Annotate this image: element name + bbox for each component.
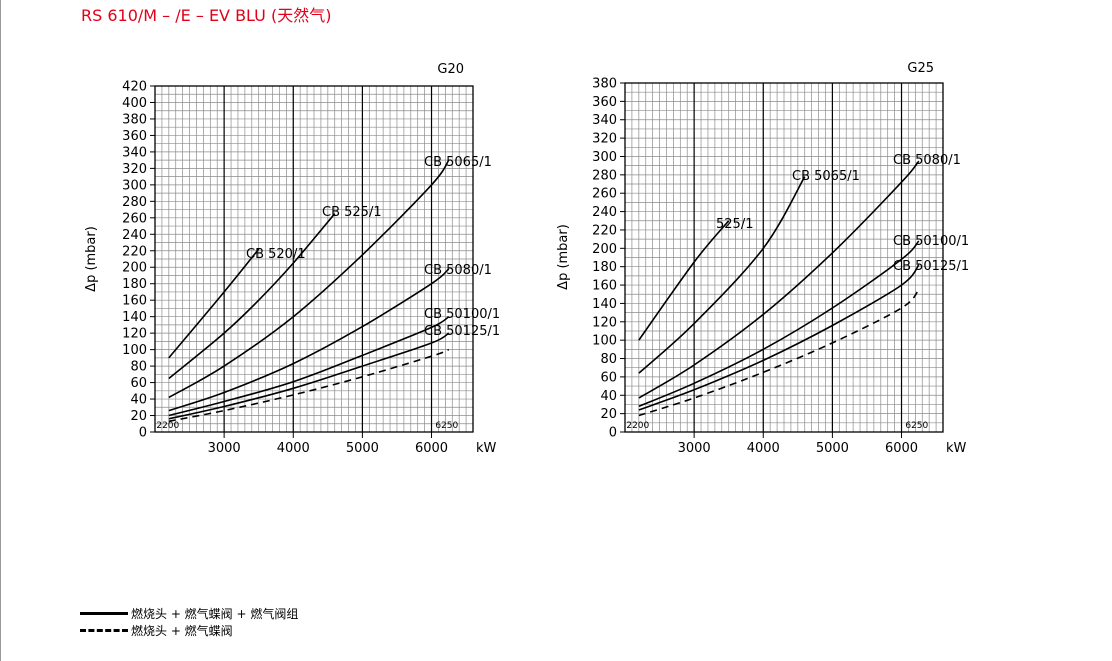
g20-y-tick-label: 180: [122, 277, 147, 292]
g20-y-tick-label: 100: [122, 343, 147, 358]
g25-y-tick-label: 200: [592, 242, 617, 257]
g20-x-tick-label: 6000: [415, 441, 448, 456]
g20-y-tick-label: 320: [122, 162, 147, 177]
g25-series-525-1: [638, 220, 730, 341]
g25-y-tick-label: 260: [592, 187, 617, 202]
g25-series-cb-5065-1: [638, 176, 806, 374]
g20-y-tick-label: 400: [122, 96, 147, 111]
g20-y-tick-label: 160: [122, 294, 147, 309]
g20-series-label-cb-525-1: CB 525/1: [322, 205, 382, 220]
g20-series-label-cb-5065-1: CB 5065/1: [424, 155, 492, 170]
g25-series-cb-50125-1: [638, 264, 920, 411]
g25-x-axis-title: kW: [946, 441, 967, 456]
g20-y-tick-label: 380: [122, 112, 147, 127]
g25-y-tick-label: 360: [592, 95, 617, 110]
g20-series-dashed: [168, 348, 450, 423]
g25-y-tick-label: 380: [592, 77, 617, 92]
g25-y-tick-label: 300: [592, 150, 617, 165]
g25-series-label-cb-50125-1: CB 50125/1: [893, 259, 969, 274]
g20-series-label-cb-50100-1: CB 50100/1: [424, 307, 500, 322]
g25-y-tick-label: 20: [600, 407, 617, 422]
g20-series-cb-50125-1: [168, 332, 450, 420]
g20-series-label-cb-520-1: CB 520/1: [246, 247, 306, 262]
g25-series-label-cb-50100-1: CB 50100/1: [893, 234, 969, 249]
g20-x-tick-label: 3000: [208, 441, 241, 456]
g20-range-start-label: 2200: [156, 421, 179, 431]
g20-x-tick-label: 5000: [346, 441, 379, 456]
legend-dashed-line-swatch: [80, 629, 128, 632]
g25-x-tick-label: 4000: [747, 441, 780, 456]
g20-series-cb-50100-1: [168, 316, 450, 417]
g20-x-axis-title: kW: [476, 441, 497, 456]
g20-y-tick-label: 240: [122, 228, 147, 243]
g25-y-tick-label: 180: [592, 260, 617, 275]
page-title: RS 610/M – /E – EV BLU (天然气): [81, 6, 332, 25]
g25-gas-type-label: G25: [907, 61, 934, 76]
legend-solid-line-swatch: [80, 612, 128, 615]
g25-series-dashed: [638, 289, 920, 417]
g20-y-tick-label: 200: [122, 261, 147, 276]
g25-y-tick-label: 340: [592, 113, 617, 128]
g25-y-axis-title: Δp (mbar): [556, 224, 571, 290]
g20-y-tick-label: 280: [122, 195, 147, 210]
g25-x-tick-label: 6000: [885, 441, 918, 456]
g25-series-label-525-1: 525/1: [716, 217, 753, 232]
g25-x-tick-label: 5000: [816, 441, 849, 456]
g25-y-tick-label: 120: [592, 315, 617, 330]
g20-y-axis-title: Δp (mbar): [84, 226, 99, 292]
g25-y-tick-label: 0: [609, 426, 617, 441]
g25-series-cb-5080-1: [638, 160, 920, 399]
left-border-line: [0, 0, 1, 661]
g25-y-tick-label: 320: [592, 132, 617, 147]
g20-y-tick-label: 120: [122, 327, 147, 342]
g20-range-end-label: 6250: [435, 421, 458, 431]
g25-y-tick-label: 220: [592, 223, 617, 238]
g25-series-cb-50100-1: [638, 240, 920, 408]
g25-y-tick-label: 60: [600, 370, 617, 385]
g25-series-label-cb-5065-1: CB 5065/1: [792, 169, 860, 184]
g25-y-tick-label: 140: [592, 297, 617, 312]
legend-solid-label: 燃烧头 + 燃气蝶阀 + 燃气阀组: [131, 607, 299, 621]
g25-y-tick-label: 80: [600, 352, 617, 367]
g20-y-tick-label: 60: [130, 376, 147, 391]
g20-series-cb-5065-1: [168, 159, 450, 399]
g25-series-label-cb-5080-1: CB 5080/1: [893, 153, 961, 168]
g20-y-tick-label: 260: [122, 211, 147, 226]
g20-y-tick-label: 140: [122, 310, 147, 325]
g20-y-tick-label: 420: [122, 80, 147, 95]
g25-x-tick-label: 3000: [678, 441, 711, 456]
g20-y-tick-label: 340: [122, 145, 147, 160]
g20-x-tick-label: 4000: [277, 441, 310, 456]
g25-y-tick-label: 100: [592, 334, 617, 349]
g20-series-cb-520-1: [168, 248, 260, 359]
g20-series-cb-5080-1: [168, 268, 450, 412]
g25-y-tick-label: 40: [600, 389, 617, 404]
g25-plot-frame: [624, 82, 944, 433]
g20-y-tick-label: 360: [122, 129, 147, 144]
g20-y-tick-label: 20: [130, 409, 147, 424]
g20-gas-type-label: G20: [437, 62, 464, 77]
g20-series-label-cb-5080-1: CB 5080/1: [424, 263, 492, 278]
g20-plot-frame: [154, 85, 474, 433]
g25-range-start-label: 2200: [626, 421, 649, 431]
g25-y-tick-label: 280: [592, 168, 617, 183]
g20-y-tick-label: 80: [130, 360, 147, 375]
g20-series-cb-525-1: [168, 213, 336, 380]
g20-y-tick-label: 40: [130, 393, 147, 408]
legend-dashed-label: 燃烧头 + 燃气蝶阀: [131, 624, 233, 638]
g25-y-tick-label: 240: [592, 205, 617, 220]
g20-series-label-cb-50125-1: CB 50125/1: [424, 324, 500, 339]
g20-y-tick-label: 0: [139, 426, 147, 441]
g25-range-end-label: 6250: [905, 421, 928, 431]
g25-y-tick-label: 160: [592, 279, 617, 294]
g20-y-tick-label: 220: [122, 244, 147, 259]
g20-y-tick-label: 300: [122, 178, 147, 193]
